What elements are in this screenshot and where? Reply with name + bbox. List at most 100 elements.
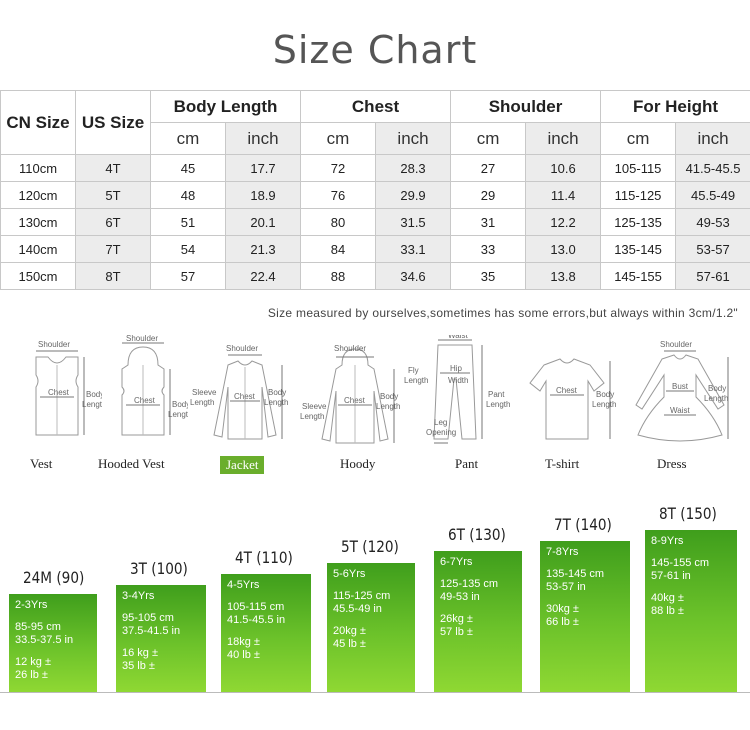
bar-height-cm: 95-105 cm bbox=[122, 611, 174, 624]
bar-size-label: 24M (90) bbox=[23, 568, 85, 587]
table-cell: 12.2 bbox=[525, 208, 602, 236]
table-cell: 76 bbox=[300, 181, 377, 209]
svg-text:Body: Body bbox=[172, 400, 188, 409]
unit-cm: cm bbox=[600, 122, 677, 155]
bar-age: 4-5Yrs bbox=[227, 579, 260, 591]
bar-height-cm: 125-135 cm bbox=[440, 577, 499, 590]
svg-text:Body: Body bbox=[380, 392, 398, 401]
table-cell: 29 bbox=[450, 181, 527, 209]
header-chest: Chest bbox=[300, 90, 452, 123]
header-body-length: Body Length bbox=[149, 90, 302, 123]
table-cell: 31.5 bbox=[375, 208, 452, 236]
age-bar: 8-9Yrs 145-155 cm 57-61 in 40kg ±88 lb ± bbox=[645, 530, 737, 692]
table-cell: 53-57 bbox=[675, 235, 750, 263]
bar-weight-lb: 35 lb ± bbox=[122, 659, 155, 672]
svg-text:Waist: Waist bbox=[670, 406, 690, 415]
svg-text:Leg: Leg bbox=[434, 418, 447, 427]
vest-diagram: Shoulder Chest Body Length bbox=[12, 335, 102, 450]
garment-label-tshirt: T-shirt bbox=[545, 456, 580, 471]
table-cell: 13.0 bbox=[525, 235, 602, 263]
svg-text:Length: Length bbox=[376, 402, 400, 411]
baseline bbox=[0, 692, 750, 693]
table-cell: 145-155 bbox=[600, 262, 677, 290]
svg-text:Length: Length bbox=[486, 400, 510, 409]
age-bar: 2-3Yrs 85-95 cm 33.5-37.5 in 12 kg ±26 lb ± bbox=[9, 594, 97, 692]
svg-text:Bust: Bust bbox=[672, 382, 689, 391]
table-row: 110cm 4T 45 17.7 72 28.3 27 10.6 105-115 41.5-45.… bbox=[0, 154, 750, 182]
svg-text:Chest: Chest bbox=[344, 396, 366, 405]
bar-height-in: 37.5-41.5 in bbox=[122, 624, 181, 637]
table-cell: 72 bbox=[300, 154, 377, 182]
header-cn-size: CN Size bbox=[0, 90, 76, 155]
table-cell: 41.5-45.5 bbox=[675, 154, 750, 182]
table-cell: 45 bbox=[150, 154, 226, 182]
unit-cm: cm bbox=[150, 122, 226, 155]
table-cell: 20.1 bbox=[224, 208, 302, 236]
bar-size-label: 4T (110) bbox=[235, 548, 293, 567]
bar-weight-kg: 16 kg ± bbox=[122, 646, 159, 659]
svg-text:Chest: Chest bbox=[556, 386, 578, 395]
bar-weight-lb: 26 lb ± bbox=[15, 668, 48, 681]
bar-height-in: 53-57 in bbox=[546, 580, 586, 593]
unit-inch: inch bbox=[525, 122, 602, 155]
hooded-vest-diagram: Shoulder Chest Body Length bbox=[98, 335, 188, 450]
header-shoulder: Shoulder bbox=[450, 90, 602, 123]
bar-size-label: 6T (130) bbox=[448, 525, 506, 544]
table-cell: 27 bbox=[450, 154, 527, 182]
bar-height-cm: 135-145 cm bbox=[546, 567, 605, 580]
svg-text:Hip: Hip bbox=[450, 364, 463, 373]
table-cell: 33.1 bbox=[375, 235, 452, 263]
pant-diagram: Waist Hip Width Fly Length Pant Length L… bbox=[400, 335, 510, 450]
size-table: CN Size US Size Body Length Chest Should… bbox=[0, 90, 750, 290]
bar-weight-lb: 57 lb ± bbox=[440, 625, 473, 638]
table-cell: 57 bbox=[150, 262, 226, 290]
table-cell: 49-53 bbox=[675, 208, 750, 236]
table-cell: 115-125 bbox=[600, 181, 677, 209]
svg-text:Length: Length bbox=[82, 400, 102, 409]
table-cell: 120cm bbox=[0, 181, 76, 209]
table-cell: 45.5-49 bbox=[675, 181, 750, 209]
measurement-note: Size measured by ourselves,sometimes has… bbox=[267, 306, 738, 320]
svg-text:Opening: Opening bbox=[426, 428, 456, 437]
bar-size-label: 7T (140) bbox=[554, 515, 612, 534]
bar-size-label: 8T (150) bbox=[659, 504, 717, 523]
table-cell: 13.8 bbox=[525, 262, 602, 290]
header-us-size: US Size bbox=[75, 90, 151, 155]
bar-height-cm: 145-155 cm bbox=[651, 556, 710, 569]
table-cell: 88 bbox=[300, 262, 377, 290]
svg-text:Body: Body bbox=[268, 388, 286, 397]
bar-weight-kg: 20kg ± bbox=[333, 624, 366, 637]
bar-weight-lb: 40 lb ± bbox=[227, 648, 260, 661]
table-cell: 33 bbox=[450, 235, 527, 263]
table-cell: 84 bbox=[300, 235, 377, 263]
table-cell: 140cm bbox=[0, 235, 76, 263]
dress-diagram: Shoulder Bust Waist Body Length bbox=[624, 335, 740, 450]
bar-weight-kg: 26kg ± bbox=[440, 612, 473, 625]
bar-weight-kg: 40kg ± bbox=[651, 591, 684, 604]
table-cell: 18.9 bbox=[224, 181, 302, 209]
unit-cm: cm bbox=[300, 122, 377, 155]
svg-text:Body: Body bbox=[596, 390, 614, 399]
table-cell: 130cm bbox=[0, 208, 76, 236]
page-title: Size Chart bbox=[272, 28, 478, 72]
table-cell: 22.4 bbox=[224, 262, 302, 290]
svg-text:Width: Width bbox=[448, 376, 468, 385]
age-bar: 7-8Yrs 135-145 cm 53-57 in 30kg ±66 lb ± bbox=[540, 541, 630, 692]
age-bar: 4-5Yrs 105-115 cm 41.5-45.5 in 18kg ±40 lb … bbox=[221, 574, 311, 692]
bar-height-in: 41.5-45.5 in bbox=[227, 613, 286, 626]
age-bar: 6-7Yrs 125-135 cm 49-53 in 26kg ±57 lb ± bbox=[434, 551, 522, 692]
svg-text:Shoulder: Shoulder bbox=[38, 340, 70, 349]
bar-age: 3-4Yrs bbox=[122, 590, 155, 602]
svg-text:Length: Length bbox=[168, 410, 188, 419]
svg-text:Sleeve: Sleeve bbox=[192, 388, 217, 397]
unit-cm: cm bbox=[450, 122, 527, 155]
table-cell: 105-115 bbox=[600, 154, 677, 182]
bar-weight-kg: 12 kg ± bbox=[15, 655, 52, 668]
table-cell: 29.9 bbox=[375, 181, 452, 209]
table-row: 150cm 8T 57 22.4 88 34.6 35 13.8 145-155 57-61 bbox=[0, 262, 750, 290]
svg-text:Pant: Pant bbox=[488, 390, 505, 399]
table-cell: 5T bbox=[75, 181, 151, 209]
table-cell: 31 bbox=[450, 208, 527, 236]
svg-text:Body: Body bbox=[708, 384, 726, 393]
bar-height-in: 33.5-37.5 in bbox=[15, 633, 74, 646]
